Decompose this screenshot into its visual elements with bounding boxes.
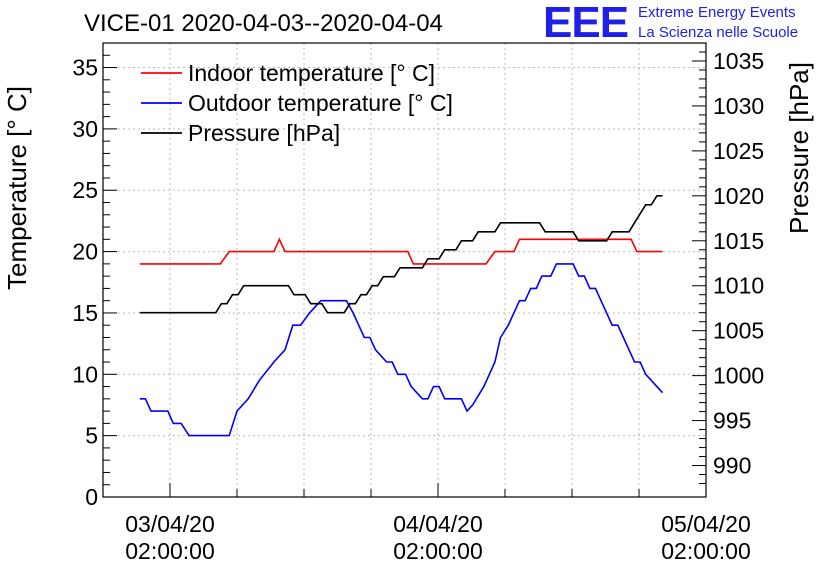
legend-label-1: Indoor temperature [° C] [188,60,435,86]
x-tick-label-2-date: 04/04/20 [393,511,483,537]
legend-label-3: Pressure [hPa] [188,120,340,146]
y-left-tick-label: 15 [72,300,98,326]
y-axis-right-label: Pressure [hPa] [784,62,814,234]
x-tick-label-3-time: 02:00:00 [661,538,751,564]
grid-lines [103,43,706,497]
y-right-tick-label: 995 [713,408,751,434]
y-right-tick-label: 1015 [713,228,764,254]
y-left-tick-label: 0 [85,484,98,510]
logo-line-1: Extreme Energy Events [638,4,796,21]
plot-frame [102,42,707,498]
x-tick-label-3-date: 05/04/20 [661,511,751,537]
y-axis-left-label: Temperature [° C] [2,85,32,290]
logo-line-2: La Scienza nelle Scuole [638,24,799,41]
y-right-tick-label: 1025 [713,138,764,164]
series-line-2 [139,263,664,437]
y-left-tick-label: 5 [85,423,98,449]
x-tick-label-1-time: 02:00:00 [125,538,215,564]
y-right-tick-label: 990 [713,453,751,479]
series-lines [139,195,664,437]
y-right-tick-label: 1030 [713,93,764,119]
y-left-tick-label: 20 [72,239,98,265]
series-line-3 [139,195,663,314]
eee-logo: EEE [543,0,629,47]
axes: 03/04/2002:00:0004/04/2002:00:0005/04/20… [72,42,764,564]
legend-label-2: Outdoor temperature [° C] [188,90,453,116]
legend: Indoor temperature [° C] Outdoor temperat… [141,60,453,146]
y-left-tick-label: 10 [72,361,98,387]
y-right-tick-label: 1005 [713,318,764,344]
y-left-tick-label: 30 [72,116,98,142]
y-right-tick-label: 1020 [713,183,764,209]
x-tick-label-2-time: 02:00:00 [393,538,483,564]
y-right-tick-label: 1010 [713,273,764,299]
y-right-tick-label: 1000 [713,363,764,389]
x-tick-label-1-date: 03/04/20 [125,511,215,537]
y-left-tick-label: 25 [72,177,98,203]
series-line-1 [139,237,663,265]
y-left-tick-label: 35 [72,55,98,81]
y-right-tick-label: 1035 [713,48,764,74]
chart-title: VICE-01 2020-04-03--2020-04-04 [84,10,443,37]
